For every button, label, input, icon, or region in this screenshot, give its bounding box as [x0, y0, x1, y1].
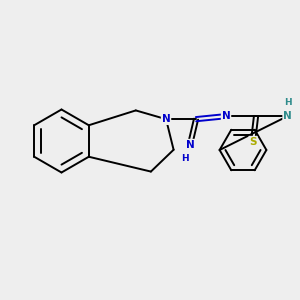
Text: H: H [284, 98, 292, 106]
Text: N: N [162, 114, 170, 124]
Text: N: N [186, 140, 194, 150]
Text: N: N [222, 111, 230, 121]
Text: N: N [283, 111, 292, 121]
Text: S: S [249, 137, 257, 147]
Text: H: H [181, 154, 188, 163]
